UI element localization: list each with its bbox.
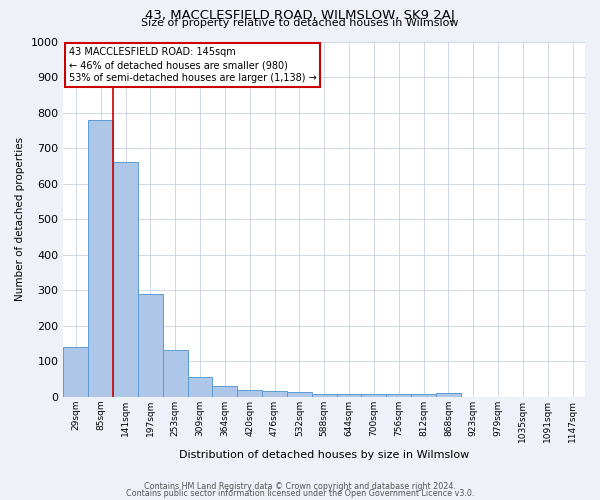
Bar bbox=[436, 392, 461, 397]
Text: 43, MACCLESFIELD ROAD, WILMSLOW, SK9 2AJ: 43, MACCLESFIELD ROAD, WILMSLOW, SK9 2AJ bbox=[145, 9, 455, 22]
Bar bbox=[237, 390, 262, 397]
Bar bbox=[337, 394, 361, 397]
Bar bbox=[411, 394, 436, 397]
Bar bbox=[212, 386, 237, 397]
Text: Contains HM Land Registry data © Crown copyright and database right 2024.: Contains HM Land Registry data © Crown c… bbox=[144, 482, 456, 491]
Text: Size of property relative to detached houses in Wilmslow: Size of property relative to detached ho… bbox=[141, 18, 459, 28]
Text: Contains public sector information licensed under the Open Government Licence v3: Contains public sector information licen… bbox=[126, 489, 474, 498]
Bar bbox=[386, 394, 411, 397]
Bar bbox=[188, 377, 212, 397]
Y-axis label: Number of detached properties: Number of detached properties bbox=[15, 137, 25, 301]
Bar bbox=[113, 162, 138, 397]
X-axis label: Distribution of detached houses by size in Wilmslow: Distribution of detached houses by size … bbox=[179, 450, 469, 460]
Bar bbox=[138, 294, 163, 397]
Bar bbox=[64, 347, 88, 397]
Bar bbox=[262, 391, 287, 397]
Bar bbox=[312, 394, 337, 397]
Bar bbox=[163, 350, 188, 397]
Bar bbox=[361, 394, 386, 397]
Bar bbox=[88, 120, 113, 397]
Text: 43 MACCLESFIELD ROAD: 145sqm
← 46% of detached houses are smaller (980)
53% of s: 43 MACCLESFIELD ROAD: 145sqm ← 46% of de… bbox=[68, 47, 316, 83]
Bar bbox=[287, 392, 312, 397]
